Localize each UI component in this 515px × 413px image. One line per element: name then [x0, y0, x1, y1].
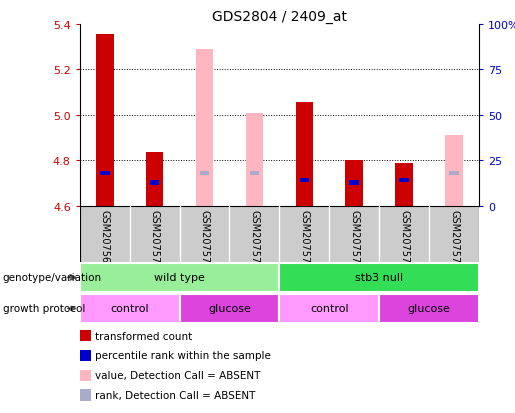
- Bar: [80, 294, 180, 324]
- Bar: [146, 153, 163, 206]
- Bar: [196, 50, 213, 206]
- Text: GSM207575: GSM207575: [399, 209, 409, 268]
- Text: GSM207576: GSM207576: [449, 209, 459, 268]
- Bar: [349, 181, 359, 185]
- Text: GSM207573: GSM207573: [299, 209, 310, 268]
- Bar: [279, 263, 479, 293]
- Bar: [445, 136, 463, 206]
- Text: control: control: [310, 304, 349, 314]
- Bar: [300, 179, 309, 183]
- Bar: [96, 35, 113, 206]
- Text: wild type: wild type: [154, 273, 205, 283]
- Text: growth protocol: growth protocol: [3, 304, 85, 314]
- Text: stb3 null: stb3 null: [355, 273, 403, 283]
- Text: glucose: glucose: [407, 304, 451, 314]
- Text: glucose: glucose: [208, 304, 251, 314]
- Bar: [200, 171, 210, 176]
- Bar: [100, 172, 110, 176]
- Bar: [296, 103, 313, 206]
- Text: control: control: [110, 304, 149, 314]
- Text: GSM207570: GSM207570: [150, 209, 160, 268]
- Bar: [396, 164, 413, 206]
- Text: GSM207574: GSM207574: [349, 209, 359, 268]
- Title: GDS2804 / 2409_at: GDS2804 / 2409_at: [212, 10, 347, 24]
- Bar: [279, 294, 379, 324]
- Bar: [449, 171, 459, 176]
- Bar: [379, 294, 479, 324]
- Text: GSM207571: GSM207571: [199, 209, 210, 268]
- Bar: [180, 294, 279, 324]
- Text: value, Detection Call = ABSENT: value, Detection Call = ABSENT: [95, 370, 261, 380]
- Text: percentile rank within the sample: percentile rank within the sample: [95, 351, 271, 361]
- Bar: [250, 171, 259, 176]
- Text: GSM207569: GSM207569: [100, 209, 110, 268]
- Text: rank, Detection Call = ABSENT: rank, Detection Call = ABSENT: [95, 390, 255, 400]
- Text: genotype/variation: genotype/variation: [3, 273, 101, 283]
- Text: transformed count: transformed count: [95, 331, 193, 341]
- Bar: [150, 181, 160, 185]
- Text: GSM207572: GSM207572: [249, 209, 260, 268]
- Bar: [80, 263, 279, 293]
- Bar: [246, 114, 263, 206]
- Bar: [399, 178, 409, 183]
- Bar: [346, 160, 363, 206]
